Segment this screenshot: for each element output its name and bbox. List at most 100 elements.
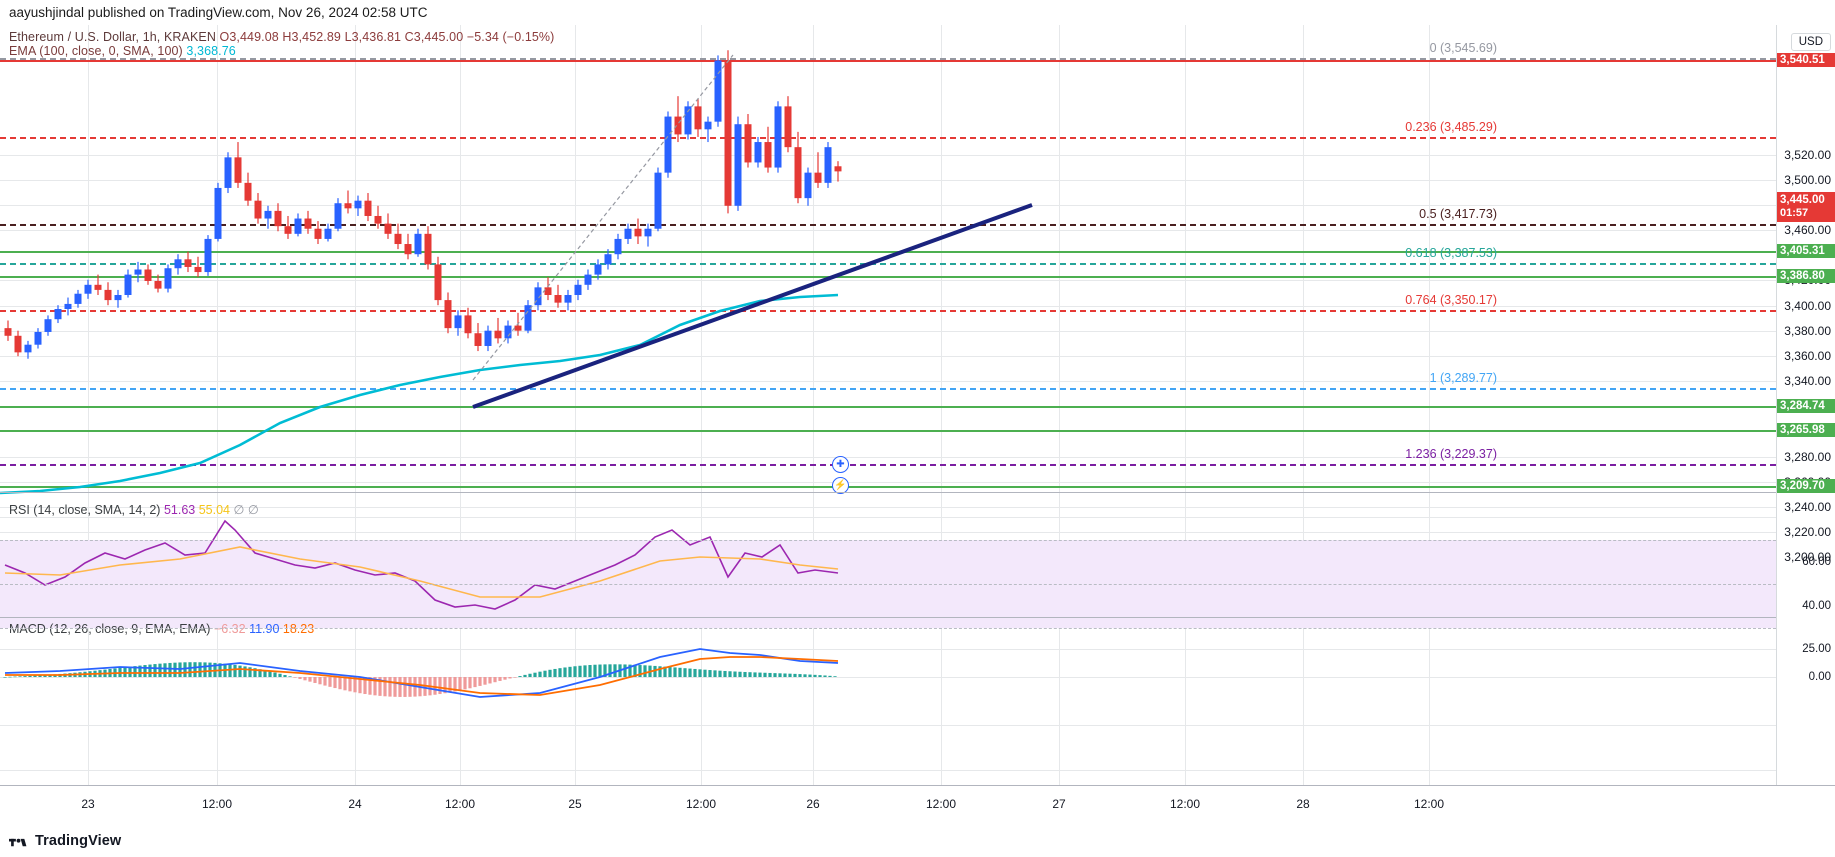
macd-histogram-bar — [298, 677, 302, 679]
candle-body — [414, 233, 422, 255]
macd-histogram-bar — [248, 667, 252, 677]
price-level-badge[interactable]: 3,386.80 — [1777, 269, 1835, 283]
candle-body — [304, 218, 312, 229]
fibonacci-level-line[interactable] — [0, 310, 1776, 312]
candle-body — [554, 295, 562, 303]
grid-line-horizontal — [0, 381, 1776, 382]
macd-histogram-bar — [498, 677, 502, 681]
fibonacci-level-label: 0.236 (3,485.29) — [1405, 120, 1497, 134]
candle-body — [814, 172, 822, 183]
fibonacci-level-line[interactable] — [0, 464, 1776, 466]
price-level-badge[interactable]: 3,265.98 — [1777, 423, 1835, 437]
macd-histogram-bar — [333, 677, 337, 689]
candle-body — [404, 244, 412, 255]
fibonacci-level-label: 1.236 (3,229.37) — [1405, 447, 1497, 461]
candle-body — [454, 315, 462, 329]
grid-line-vertical — [701, 25, 702, 785]
price-axis[interactable]: USD 3,520.003,500.003,480.003,460.003,42… — [1776, 25, 1835, 785]
horizontal-level-line[interactable] — [0, 406, 1776, 408]
candle-body — [64, 303, 72, 310]
macd-histogram-bar — [728, 671, 732, 677]
time-axis[interactable]: 23 12:00 24 12:00 25 12:00 26 12:00 27 12:00 28 12:… — [0, 785, 1835, 825]
macd-histogram-bar — [153, 664, 157, 677]
chart-plot-area[interactable]: 0 (3,545.69) 0.236 (3,485.29) 0.5 (3,417.7… — [0, 25, 1776, 785]
candle-body — [94, 284, 102, 290]
candle-body — [674, 116, 682, 135]
candle-body — [624, 228, 632, 239]
time-axis-label: 28 — [1296, 797, 1310, 811]
macd-histogram-bar — [488, 677, 492, 684]
macd-legend[interactable]: MACD (12, 26, close, 9, EMA, EMA) −6.32 … — [9, 622, 314, 636]
time-axis-label: 12:00 — [444, 797, 476, 811]
uptrend-line[interactable] — [472, 203, 1033, 409]
price-axis-tick: 3,280.00 — [1784, 450, 1831, 464]
candle-body — [534, 287, 542, 306]
macd-histogram-bar — [788, 673, 792, 677]
macd-histogram-bar — [278, 673, 282, 677]
macd-histogram-bar — [718, 670, 722, 677]
macd-histogram-bar — [183, 662, 187, 677]
rsi-extra-2: ∅ — [247, 503, 259, 517]
horizontal-level-line[interactable] — [0, 486, 1776, 488]
price-series-layer — [0, 50, 1033, 495]
lightning-handle-icon[interactable]: ⚡ — [832, 477, 849, 494]
price-level-badge[interactable]: 3,540.51 — [1777, 53, 1835, 67]
candle-body — [4, 328, 12, 336]
macd-histogram-bar — [638, 665, 642, 677]
macd-histogram-bar — [563, 667, 567, 677]
time-axis-label: 12:00 — [1413, 797, 1445, 811]
rsi-legend[interactable]: RSI (14, close, SMA, 14, 2) 51.63 55.04 … — [9, 502, 259, 517]
symbol-legend[interactable]: Ethereum / U.S. Dollar, 1h, KRAKEN O3,44… — [9, 30, 554, 44]
last-price-badge[interactable]: 3,445.00 01:57 — [1777, 192, 1835, 222]
macd-signal-value: 11.90 — [249, 622, 280, 636]
candle-body — [574, 284, 582, 295]
macd-histogram-bar — [378, 677, 382, 696]
macd-histogram-bar — [233, 664, 237, 677]
fibonacci-level-line[interactable] — [0, 224, 1776, 226]
macd-histogram-bar — [808, 674, 812, 677]
horizontal-level-line[interactable] — [0, 276, 1776, 278]
price-level-badge[interactable]: 3,405.31 — [1777, 244, 1835, 258]
macd-histogram-bar — [283, 675, 287, 677]
fibonacci-level-line[interactable] — [0, 58, 1776, 60]
macd-histogram-bar — [303, 677, 307, 681]
horizontal-level-line[interactable] — [0, 60, 1776, 62]
target-handle-icon[interactable]: ✚ — [832, 456, 849, 473]
macd-histogram-bar — [783, 673, 787, 677]
fibonacci-level-line[interactable] — [0, 263, 1776, 265]
macd-histogram-bar — [338, 677, 342, 690]
rsi-value: 51.63 — [163, 503, 196, 517]
candle-body — [774, 106, 782, 168]
horizontal-level-line[interactable] — [0, 251, 1776, 253]
fibonacci-level-line[interactable] — [0, 388, 1776, 390]
candle-body — [254, 200, 262, 219]
candle-body — [374, 215, 382, 224]
macd-histogram-bar — [163, 663, 167, 677]
price-level-badge[interactable]: 3,284.74 — [1777, 399, 1835, 413]
macd-histogram-bar — [513, 677, 517, 678]
price-axis-tick: 3,360.00 — [1784, 349, 1831, 363]
macd-histogram-bar — [573, 666, 577, 677]
macd-histogram-bar — [823, 675, 827, 677]
candle-body — [564, 295, 572, 303]
horizontal-level-line[interactable] — [0, 430, 1776, 432]
price-axis-tick: 3,380.00 — [1784, 324, 1831, 338]
candle-body — [794, 147, 802, 199]
macd-histogram-bar — [38, 675, 42, 677]
rsi-moving-average-line — [4, 546, 839, 598]
macd-histogram-bar — [353, 677, 357, 693]
candle-body — [344, 203, 352, 209]
macd-histogram-bar — [243, 666, 247, 677]
candle-body — [84, 284, 92, 294]
macd-histogram-bar — [263, 670, 267, 677]
macd-histogram-bar — [13, 676, 17, 678]
macd-histogram-bar — [583, 665, 587, 677]
fibonacci-level-line[interactable] — [0, 137, 1776, 139]
badge-price: 3,284.74 — [1780, 400, 1825, 412]
macd-histogram-bar — [468, 677, 472, 689]
dashed-channel-line[interactable] — [472, 54, 734, 381]
price-level-badge[interactable]: 3,209.70 — [1777, 479, 1835, 493]
ema-legend[interactable]: EMA (100, close, 0, SMA, 100) 3,368.76 — [9, 44, 236, 58]
macd-histogram-bar — [833, 676, 837, 677]
macd-histogram-bar — [343, 677, 347, 691]
